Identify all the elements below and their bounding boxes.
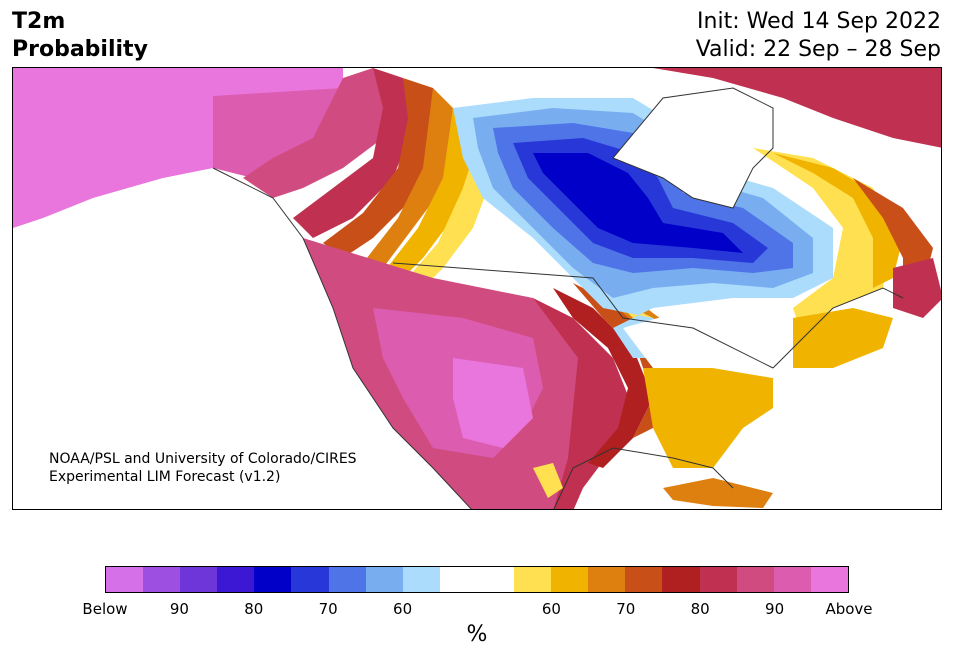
region-mexico-peak <box>533 463 563 498</box>
band-p80-greenland <box>653 68 941 148</box>
map-title: T2m Probability <box>12 8 148 64</box>
colorbar-units: % <box>466 622 488 647</box>
coastline-east <box>772 287 904 369</box>
colorbar-cell-7 <box>365 567 403 592</box>
band-p75-plains <box>553 288 653 468</box>
title-line-1: T2m <box>12 9 66 34</box>
colorbar-label-4: 60 <box>393 600 413 618</box>
band-p85-west <box>243 68 393 198</box>
colorbar-label-1: 90 <box>169 600 189 618</box>
colorbar-cell-17 <box>736 567 774 592</box>
colorbar-label-3: 70 <box>318 600 338 618</box>
colorbar-label-0: Below <box>82 600 128 618</box>
colorbar-label-9: Above <box>825 600 873 618</box>
colorbar-cell-3 <box>217 567 255 592</box>
coastline-west <box>212 167 472 509</box>
colorbar-cell-10 <box>476 567 515 592</box>
date-info: Init: Wed 14 Sep 2022 Valid: 22 Sep – 28… <box>696 8 941 64</box>
band-p65-west <box>363 88 453 268</box>
region-cuba <box>663 478 773 508</box>
colorbar-cell-13 <box>588 567 626 592</box>
colorbar-label-8: 90 <box>765 600 785 618</box>
colorbar-cell-8 <box>402 567 440 592</box>
band-p70-west <box>323 78 433 258</box>
coastline-gulf <box>553 447 734 509</box>
band-p80-newfoundland <box>893 258 941 318</box>
valid-range: Valid: 22 Sep – 28 Sep <box>695 37 941 62</box>
init-date: Init: Wed 14 Sep 2022 <box>697 9 941 34</box>
colorbar-cell-11 <box>514 567 552 592</box>
band-p60-southeast <box>643 368 773 468</box>
colorbar-cell-18 <box>773 567 811 592</box>
credit-line-1: NOAA/PSL and University of Colorado/CIRE… <box>49 451 357 467</box>
colorbar-cell-5 <box>291 567 329 592</box>
colorbar-cell-6 <box>328 567 366 592</box>
colorbar <box>105 566 849 593</box>
band-p60-quebec <box>773 153 903 288</box>
region-hudson-bay <box>613 88 773 208</box>
colorbar-label-5: 60 <box>541 600 561 618</box>
colorbar-cell-2 <box>180 567 218 592</box>
band-p60-maritimes <box>793 308 893 368</box>
coastline-hudson <box>612 87 774 209</box>
band-p80-plains <box>533 298 633 509</box>
band-p60-west <box>383 108 483 283</box>
probability-map <box>13 68 941 509</box>
band-p80-west <box>293 68 413 238</box>
map-panel <box>12 67 942 510</box>
region-great-lakes-neutral <box>623 308 773 378</box>
colorbar-cell-4 <box>254 567 292 592</box>
colorbar-label-7: 80 <box>690 600 710 618</box>
region-alaska-above <box>13 68 343 228</box>
colorbar-cell-9 <box>439 567 477 592</box>
colorbar-cell-1 <box>143 567 181 592</box>
colorbar-cell-14 <box>625 567 663 592</box>
colorbar-cell-16 <box>699 567 737 592</box>
colorbar-cell-0 <box>106 567 144 592</box>
colorbar-cell-12 <box>551 567 589 592</box>
colorbar-label-2: 80 <box>244 600 264 618</box>
map-borders <box>212 87 904 509</box>
probability-shading <box>13 68 941 509</box>
colorbar-cell-15 <box>662 567 700 592</box>
region-alaska-edge <box>213 88 353 178</box>
colorbar-cell-19 <box>810 567 848 592</box>
title-line-2: Probability <box>12 37 148 62</box>
credit-text: NOAA/PSL and University of Colorado/CIRE… <box>49 450 357 486</box>
credit-line-2: Experimental LIM Forecast (v1.2) <box>49 469 281 485</box>
region-cold-b75 <box>533 153 743 253</box>
colorbar-label-6: 70 <box>616 600 636 618</box>
canada-us-border <box>392 262 774 369</box>
region-southwest-peak <box>453 358 533 448</box>
